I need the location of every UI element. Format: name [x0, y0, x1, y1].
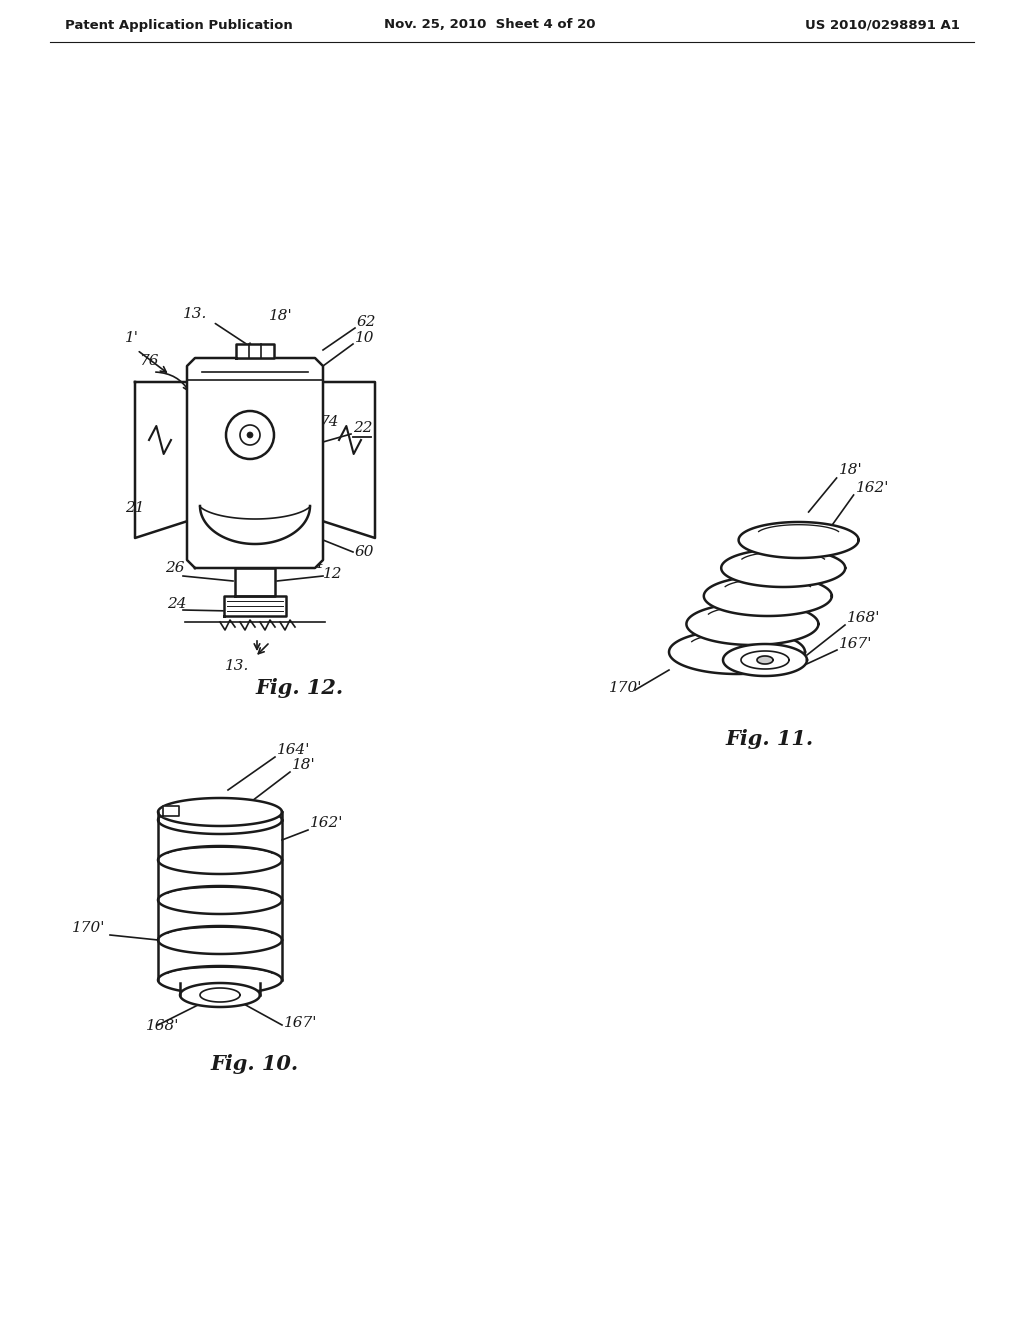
Polygon shape: [738, 521, 858, 558]
Text: 1': 1': [125, 331, 139, 345]
Circle shape: [240, 425, 260, 445]
Text: 76: 76: [139, 354, 159, 368]
Polygon shape: [757, 656, 773, 664]
Text: 62: 62: [357, 315, 377, 329]
Polygon shape: [163, 807, 179, 816]
Polygon shape: [187, 506, 323, 544]
Text: 162': 162': [310, 816, 343, 830]
Polygon shape: [236, 345, 274, 358]
Text: 22: 22: [353, 421, 373, 436]
Text: 13.: 13.: [183, 308, 208, 321]
Text: 26: 26: [165, 561, 184, 576]
Text: 18': 18': [269, 309, 293, 323]
Text: 12: 12: [323, 568, 342, 581]
Circle shape: [226, 411, 274, 459]
Polygon shape: [721, 549, 845, 587]
Text: 168': 168': [146, 1019, 179, 1034]
Text: 168': 168': [847, 611, 881, 624]
Text: 18': 18': [839, 463, 862, 477]
Text: 167': 167': [839, 638, 872, 651]
Text: 170': 170': [72, 921, 105, 935]
Polygon shape: [313, 381, 375, 539]
Polygon shape: [158, 799, 282, 826]
Text: Fig. 11.: Fig. 11.: [726, 729, 814, 748]
Polygon shape: [741, 651, 790, 669]
Polygon shape: [200, 987, 240, 1002]
Polygon shape: [234, 568, 275, 597]
Text: 10: 10: [355, 331, 375, 345]
Text: 13.: 13.: [225, 659, 250, 673]
Text: 60: 60: [355, 545, 375, 558]
Text: 170': 170': [609, 681, 642, 696]
Polygon shape: [224, 597, 286, 616]
Polygon shape: [158, 927, 282, 954]
Polygon shape: [158, 966, 282, 994]
Text: Patent Application Publication: Patent Application Publication: [65, 18, 293, 32]
Text: Nov. 25, 2010  Sheet 4 of 20: Nov. 25, 2010 Sheet 4 of 20: [384, 18, 596, 32]
Polygon shape: [703, 576, 831, 616]
Polygon shape: [158, 807, 282, 834]
Polygon shape: [187, 358, 323, 568]
Polygon shape: [158, 886, 282, 913]
Text: 4: 4: [313, 557, 323, 572]
Circle shape: [247, 432, 253, 438]
Text: 162': 162': [856, 480, 889, 495]
Polygon shape: [158, 846, 282, 874]
Polygon shape: [180, 983, 260, 1007]
Text: 167': 167': [284, 1016, 317, 1030]
Text: 164': 164': [278, 743, 310, 756]
Text: Fig. 10.: Fig. 10.: [211, 1053, 299, 1074]
Text: 24: 24: [167, 597, 186, 611]
Text: 21: 21: [125, 502, 144, 515]
Text: Fig. 12.: Fig. 12.: [256, 678, 344, 698]
Text: 18': 18': [292, 758, 315, 772]
Polygon shape: [669, 630, 805, 675]
Polygon shape: [723, 644, 807, 676]
Polygon shape: [135, 381, 197, 539]
Polygon shape: [686, 603, 818, 645]
Text: 74: 74: [319, 414, 339, 429]
Text: US 2010/0298891 A1: US 2010/0298891 A1: [805, 18, 961, 32]
